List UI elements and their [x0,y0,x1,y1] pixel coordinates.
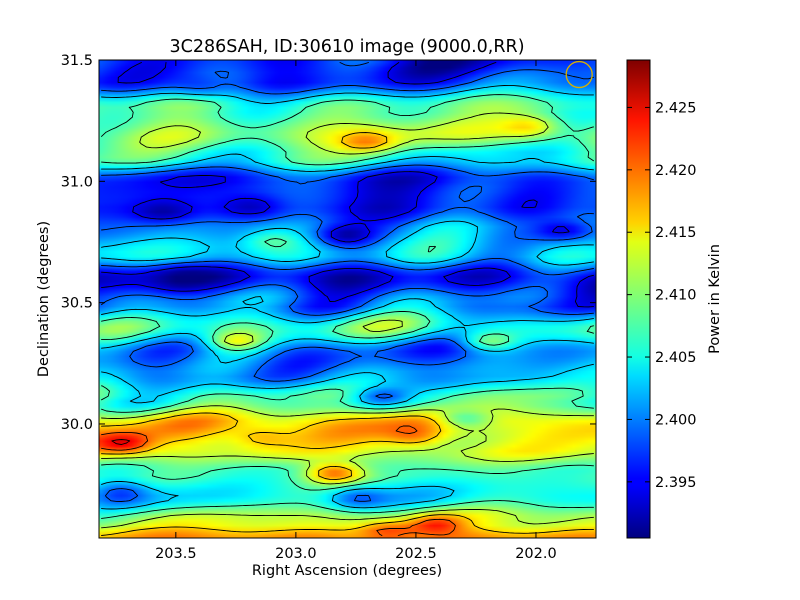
x-tick-label: 203.5 [155,546,197,562]
heatmap-image [99,60,596,538]
y-tick-label: 30.0 [61,417,93,433]
y-tick-label: 31.5 [61,53,93,69]
colorbar-gradient [626,59,651,539]
contour-level [101,94,594,519]
y-axis-ticks: 30.0 30.5 31.0 31.5 [61,53,596,433]
colorbar-tick-label: 2.410 [655,288,697,304]
y-tick-label: 31.0 [61,174,93,190]
colorbar-tick-label: 2.405 [655,350,697,366]
contour-level [101,84,594,510]
contour-level [111,439,131,445]
contour-level [101,132,594,536]
x-axis-label: Right Ascension (degrees) [252,563,442,579]
contour-lines [101,62,594,536]
y-tick-label: 30.5 [61,296,93,312]
colorbar-tick-label: 2.395 [655,475,697,491]
chart-title: 3C286SAH, ID:30610 image (9000.0,RR) [169,37,524,57]
x-axis-ticks: 203.5 203.0 202.5 202.0 [155,60,557,562]
x-tick-label: 202.0 [515,546,557,562]
contour-level [101,62,594,502]
colorbar: 2.395 2.400 2.405 2.410 2.415 2.420 2.425 Powe… [626,59,723,539]
contour-level [101,62,594,308]
plot-area [98,59,597,539]
plot-frame [98,59,597,539]
colorbar-label: Power in Kelvin [707,244,723,354]
contour-level [101,112,594,529]
x-tick-label: 202.5 [395,546,437,562]
colorbar-tick-label: 2.400 [655,412,697,428]
x-tick-label: 203.0 [275,546,317,562]
colorbar-tick-label: 2.415 [655,225,697,241]
contour-level [101,425,456,536]
colorbar-tick-label: 2.425 [655,100,697,116]
y-axis-label: Declination (degrees) [36,221,52,377]
beam-marker [565,60,593,89]
colorbar-ticks: 2.395 2.400 2.405 2.410 2.415 2.420 2.425 [627,100,697,491]
colorbar-tick-label: 2.420 [655,163,697,179]
